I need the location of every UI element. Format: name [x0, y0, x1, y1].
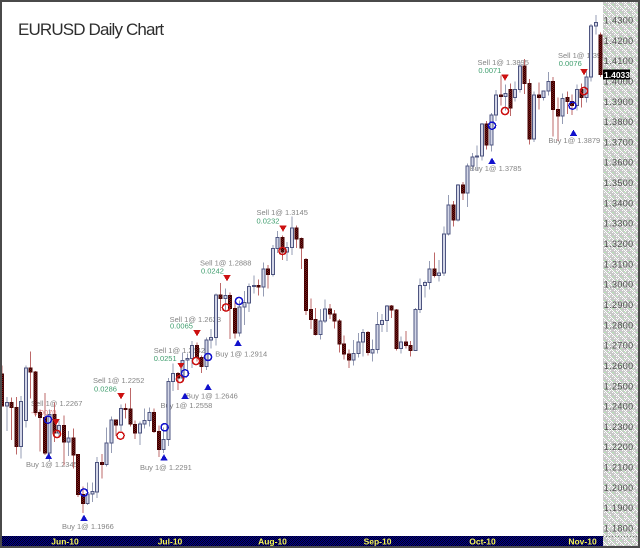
svg-text:0.0251: 0.0251 [154, 354, 177, 363]
svg-text:Sell 1@ 1.2888: Sell 1@ 1.2888 [200, 259, 251, 268]
svg-text:Jun-10: Jun-10 [51, 537, 79, 547]
svg-text:1.2900: 1.2900 [604, 300, 634, 310]
svg-text:EURUSD Daily Chart: EURUSD Daily Chart [18, 20, 164, 39]
svg-text:1.3600: 1.3600 [604, 158, 634, 168]
svg-text:0.0286: 0.0286 [94, 385, 117, 394]
svg-text:1.2300: 1.2300 [604, 422, 634, 432]
svg-text:Sell 1@ 1.2542: Sell 1@ 1.2542 [154, 346, 205, 355]
svg-text:Sell 1@ 1.3145: Sell 1@ 1.3145 [257, 208, 308, 217]
svg-text:Jul-10: Jul-10 [158, 537, 183, 547]
svg-text:Buy 1@ 1.2646: Buy 1@ 1.2646 [186, 392, 238, 401]
svg-text:1.4033: 1.4033 [604, 70, 630, 80]
svg-text:Nov-10: Nov-10 [568, 537, 597, 547]
svg-text:Sell 1@ 1.3956: Sell 1@ 1.3956 [558, 51, 609, 60]
svg-text:1.3000: 1.3000 [604, 280, 634, 290]
svg-text:0.0076: 0.0076 [559, 59, 582, 68]
svg-text:1.4200: 1.4200 [604, 36, 634, 46]
svg-text:1.2800: 1.2800 [604, 320, 634, 330]
svg-text:Buy 1@ 1.3785: Buy 1@ 1.3785 [470, 164, 522, 173]
svg-text:0.0242: 0.0242 [201, 266, 224, 275]
svg-text:Buy 1@ 1.2291: Buy 1@ 1.2291 [140, 463, 192, 472]
svg-text:0.0071: 0.0071 [478, 66, 501, 75]
svg-text:1.3400: 1.3400 [604, 198, 634, 208]
svg-text:0.0065: 0.0065 [170, 322, 193, 331]
svg-text:1.2600: 1.2600 [604, 361, 634, 371]
svg-text:1.2500: 1.2500 [604, 381, 634, 391]
svg-text:Sep-10: Sep-10 [364, 537, 392, 547]
svg-text:1.3500: 1.3500 [604, 178, 634, 188]
svg-text:1.2700: 1.2700 [604, 341, 634, 351]
svg-text:Buy 1@ 1.1966: Buy 1@ 1.1966 [62, 522, 114, 531]
svg-text:1.4100: 1.4100 [604, 56, 634, 66]
svg-text:Sell 1@ 1.2267: Sell 1@ 1.2267 [31, 399, 82, 408]
svg-text:1.2400: 1.2400 [604, 402, 634, 412]
svg-text:Sell 1@ 1.3895: Sell 1@ 1.3895 [478, 58, 529, 67]
svg-text:1.2000: 1.2000 [604, 483, 634, 493]
svg-text:Sell 1@ 1.2623: Sell 1@ 1.2623 [170, 315, 221, 324]
svg-text:Buy 1@ 1.3879: Buy 1@ 1.3879 [548, 136, 600, 145]
svg-text:-0.0070: -0.0070 [31, 408, 56, 417]
svg-text:1.4000: 1.4000 [604, 77, 634, 87]
svg-text:1.1800: 1.1800 [604, 524, 634, 534]
svg-text:1.3800: 1.3800 [604, 117, 634, 127]
svg-text:1.3300: 1.3300 [604, 219, 634, 229]
svg-text:1.3700: 1.3700 [604, 137, 634, 147]
svg-text:1.3200: 1.3200 [604, 239, 634, 249]
svg-text:Sell 1@ 1.2252: Sell 1@ 1.2252 [93, 376, 144, 385]
svg-text:Buy 1@ 1.2914: Buy 1@ 1.2914 [215, 350, 267, 359]
svg-text:Aug-10: Aug-10 [258, 537, 287, 547]
svg-text:Buy 1@ 1.2558: Buy 1@ 1.2558 [161, 401, 213, 410]
svg-text:1.2200: 1.2200 [604, 442, 634, 452]
svg-text:1.4300: 1.4300 [604, 16, 634, 26]
svg-text:1.2100: 1.2100 [604, 463, 634, 473]
svg-text:1.3100: 1.3100 [604, 259, 634, 269]
svg-text:Oct-10: Oct-10 [469, 537, 496, 547]
svg-text:1.3900: 1.3900 [604, 97, 634, 107]
svg-text:0.0232: 0.0232 [257, 217, 280, 226]
svg-text:1.1900: 1.1900 [604, 503, 634, 513]
svg-text:Buy 1@ 1.2345: Buy 1@ 1.2345 [26, 460, 78, 469]
